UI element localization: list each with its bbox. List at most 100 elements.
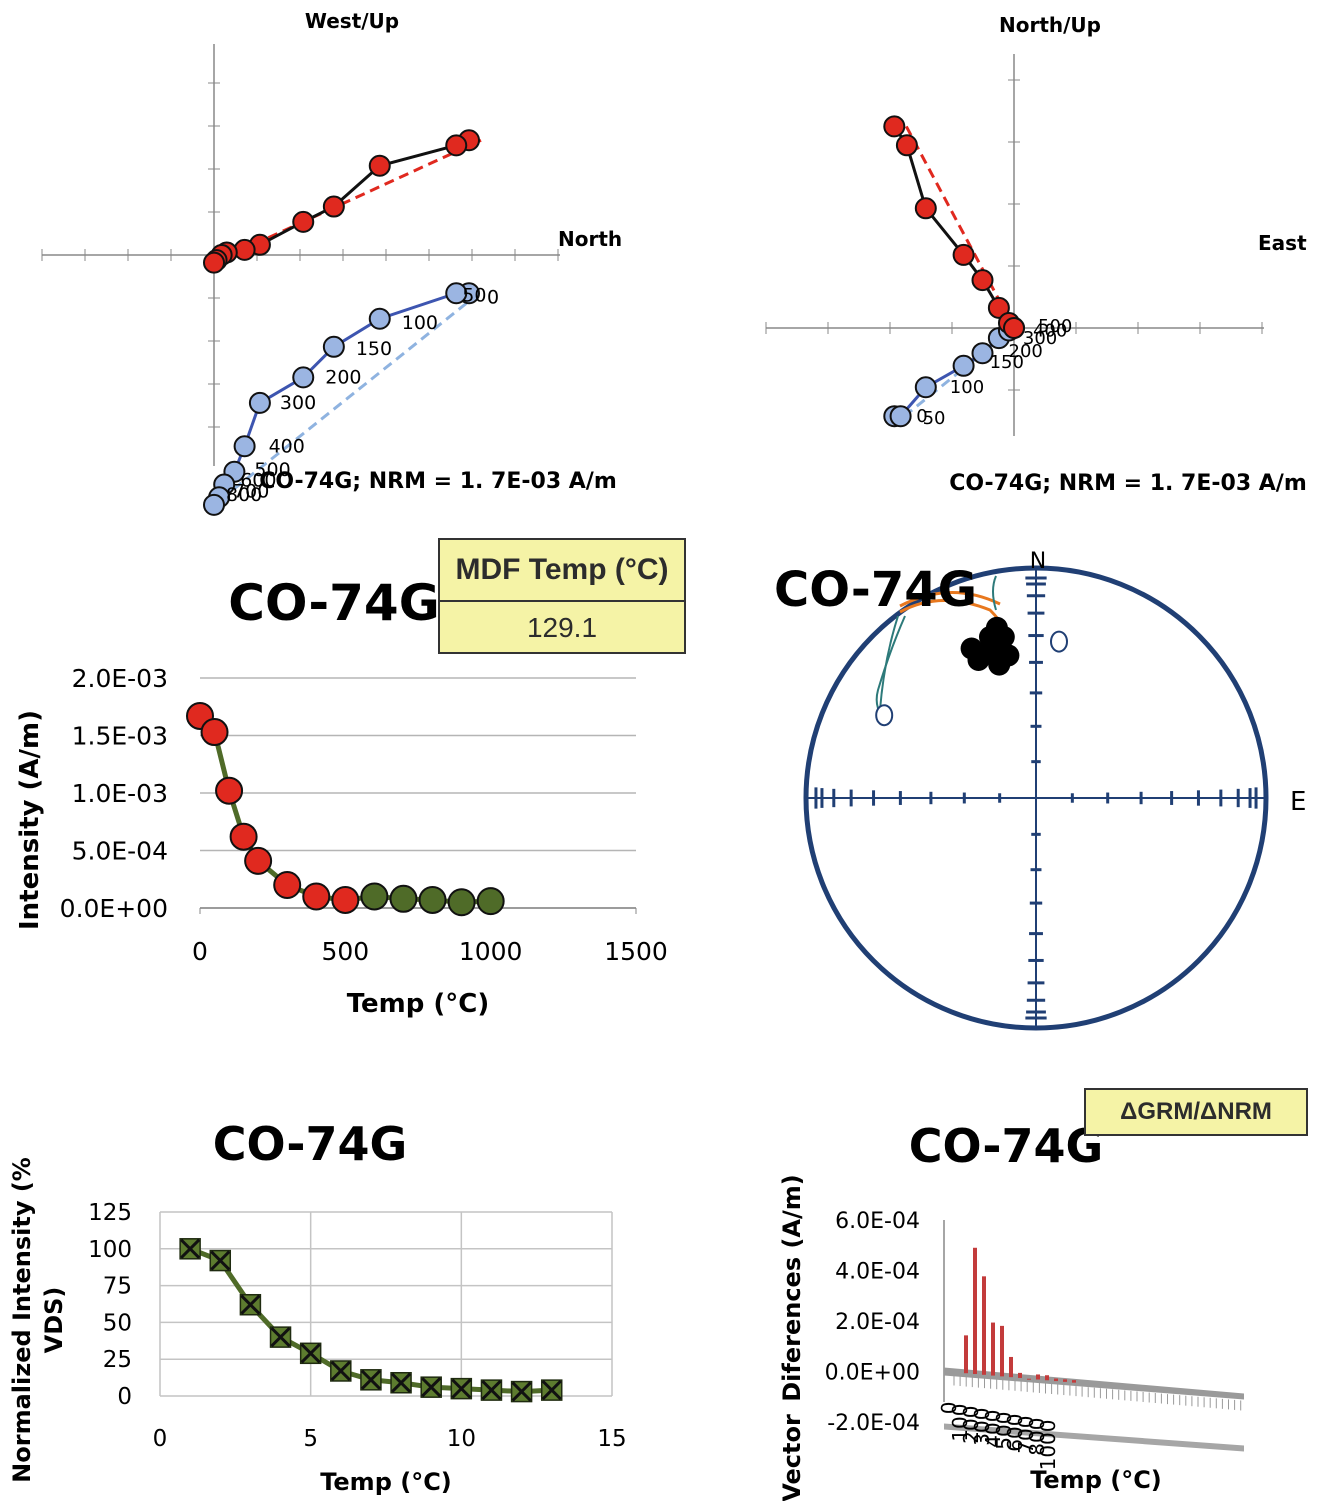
z-point-horizontal — [248, 391, 271, 414]
stereonet-e-label: E — [1290, 787, 1306, 817]
z-step-label: 200 — [1009, 341, 1043, 362]
vd-bar — [1036, 1374, 1040, 1380]
ic-y-tick: 1.0E-03 — [72, 779, 168, 808]
vd-bar — [1000, 1325, 1004, 1377]
z-point-vertical — [292, 210, 315, 233]
nc-grid: 0 25 50 75 100 125 0 5 10 15 — [88, 1200, 627, 1452]
z1-east-label: North — [558, 227, 622, 251]
z-point-horizontal — [889, 405, 912, 428]
ic-point — [244, 846, 273, 875]
nc-marker-x — [240, 1294, 261, 1315]
z-point-vertical — [952, 243, 975, 266]
stereonet-point-open — [875, 704, 894, 727]
ic-xlabel: Temp (°C) — [347, 989, 490, 1019]
z-point-vertical — [1003, 317, 1025, 339]
stereonet-path — [879, 615, 899, 711]
ic-series-line — [198, 714, 491, 905]
z-step-label: 50 — [462, 284, 486, 306]
nc-y-tick: 25 — [103, 1347, 132, 1373]
z-point-horizontal — [368, 307, 391, 330]
z-point-horizontal — [233, 435, 256, 458]
mdf-temp-header: MDF Temp (°C) — [440, 540, 684, 602]
nc-y-tick: 0 — [117, 1384, 132, 1410]
nc-y-tick: 125 — [88, 1200, 132, 1226]
ic-x-tick: 500 — [321, 937, 369, 966]
stereonet-n-label: N — [1030, 549, 1046, 574]
ic-ylabel: Intensity (A/m) — [15, 710, 45, 930]
z-step-label: 100 — [402, 312, 438, 334]
z-point-vertical — [895, 134, 918, 157]
ic-y-tick: 2.0E-03 — [72, 664, 168, 693]
nc-ylabel-1: Normalized Intensity (% — [8, 1157, 36, 1483]
vector-diff-chart: CO-74G 6.0E-04 4.0E-04 2.0E-04 0.0E+00 -2.0E… — [778, 1119, 1244, 1501]
vd-bar — [1072, 1380, 1076, 1383]
ic-point — [389, 884, 418, 913]
nc-x-tick: 0 — [153, 1426, 168, 1452]
vd-bar — [1045, 1375, 1049, 1381]
normalized-chart-title: CO-74G — [213, 1117, 408, 1171]
vd-bar — [1009, 1356, 1013, 1378]
z2-east-label: East — [1258, 231, 1307, 255]
mdf-temp-value: 129.1 — [526, 612, 598, 643]
nc-x-tick: 15 — [597, 1426, 626, 1452]
vd-bar — [973, 1247, 977, 1375]
ic-y-tick: 0.0E+00 — [60, 894, 168, 923]
z-point-vertical — [971, 269, 994, 292]
ic-point — [273, 871, 302, 899]
ic-point — [447, 888, 476, 917]
z-step-label: 0 — [916, 406, 927, 427]
stereonet-path — [899, 591, 1001, 608]
vd-grid: 6.0E-044.0E-042.0E-040.0E+00-2.0E-040100… — [825, 1209, 1244, 1470]
stereonet: CO-74G N E — [774, 549, 1306, 1031]
z-step-label: 800 — [226, 484, 262, 506]
vd-x-tick: 600 — [1003, 1414, 1027, 1452]
vd-bar — [982, 1276, 986, 1375]
vd-y-tick: 2.0E-04 — [835, 1310, 920, 1335]
nc-x-tick: 5 — [303, 1426, 318, 1452]
nc-ylabel-2: VDS) — [40, 1287, 68, 1354]
nc-xlabel: Temp (°C) — [320, 1468, 452, 1496]
vd-x-tick: 1000 — [1036, 1420, 1060, 1471]
ic-x-tick: 1500 — [604, 937, 668, 966]
vd-bar — [1027, 1378, 1031, 1380]
nc-marker-x — [421, 1377, 442, 1398]
vd-ylabel-1: Vector — [778, 1414, 806, 1501]
ic-marks — [186, 701, 505, 917]
nc-marker-x — [270, 1327, 291, 1348]
nc-marker-x — [481, 1380, 502, 1401]
z-step-label: 100 — [950, 377, 984, 398]
vd-x-tick: 500 — [992, 1412, 1016, 1450]
vd-bar — [1018, 1372, 1022, 1378]
ic-grid: 0.0E+00 5.0E-04 1.0E-03 1.5E-03 2.0E-03 0 500 1… — [60, 664, 668, 966]
vd-x-tick: 700 — [1014, 1416, 1038, 1454]
nc-marker-x — [180, 1238, 201, 1259]
vd-marks — [964, 1247, 1076, 1383]
vd-y-tick: 4.0E-04 — [835, 1260, 920, 1285]
vd-bar — [1054, 1378, 1058, 1382]
vd-x-tick: 300 — [970, 1408, 994, 1446]
z-fit-line-vertical — [904, 125, 1016, 329]
intensity-chart: CO-74G 0.0E+00 5.0E-04 1.0E-03 1.5E-03 2.0E-… — [15, 574, 668, 1019]
z1-north-label: West/Up — [305, 9, 399, 33]
ic-point — [229, 822, 258, 851]
vd-y-tick: 6.0E-04 — [835, 1209, 920, 1234]
normalized-chart: CO-74G 0 25 50 75 100 125 0 5 10 15 Temp (°C) Nor… — [8, 1117, 627, 1496]
ic-point — [200, 718, 229, 747]
nc-y-tick: 75 — [103, 1274, 132, 1300]
ic-y-tick: 5.0E-04 — [72, 837, 168, 866]
nc-marker-x — [360, 1369, 381, 1390]
intensity-chart-title: CO-74G — [228, 574, 440, 632]
ic-x-tick: 0 — [192, 937, 208, 966]
z-step-label: 200 — [325, 366, 361, 388]
z2-north-label: North/Up — [999, 13, 1101, 37]
nc-marker-x — [541, 1380, 562, 1401]
vd-y-tick: -2.0E-04 — [827, 1411, 920, 1436]
stereonet-path — [992, 575, 997, 611]
vd-ylabel-2: Diferences (A/m) — [778, 1174, 806, 1402]
z-point-vertical — [203, 251, 225, 274]
z-step-label: 0 — [487, 286, 499, 308]
z-step-label: 150 — [990, 352, 1024, 373]
z1-caption: CO-74G; NRM = 1. 7E-03 A/m — [259, 469, 617, 494]
